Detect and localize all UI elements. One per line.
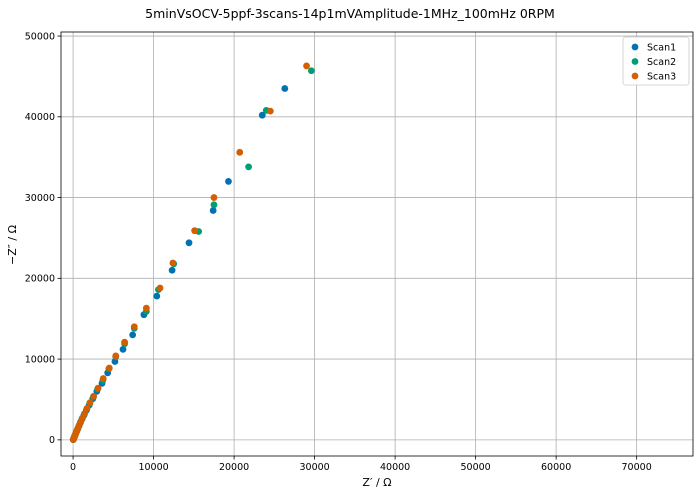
x-tick-label: 70000 <box>622 462 652 473</box>
plot-frame <box>60 31 694 457</box>
data-point <box>303 62 310 70</box>
axis-ticks: 0 10000 20000 30000 40000 50000 60000 70000 0 100… <box>25 31 652 473</box>
legend-box <box>622 36 690 86</box>
data-point <box>258 111 266 119</box>
data-point <box>185 239 193 247</box>
legend-label: Scan1 <box>647 42 676 53</box>
legend: Scan1 Scan2 Scan3 <box>622 36 690 86</box>
legend-label: Scan3 <box>647 71 676 82</box>
data-point <box>191 227 199 235</box>
y-tick-label: 10000 <box>25 354 55 365</box>
x-tick-label: 60000 <box>541 462 571 473</box>
data-point <box>169 259 177 267</box>
data-point <box>307 67 315 75</box>
grid <box>61 32 693 456</box>
y-tick-label: 40000 <box>25 112 55 123</box>
x-tick-label: 20000 <box>219 462 249 473</box>
x-axis-label: Z′ / Ω <box>362 476 391 489</box>
x-tick-label: 0 <box>70 462 76 473</box>
data-point <box>112 352 120 360</box>
data-points <box>69 62 315 444</box>
y-tick-label: 30000 <box>25 193 55 204</box>
data-point <box>225 178 232 185</box>
data-point <box>156 284 164 292</box>
series-scan1 <box>69 85 289 444</box>
data-point <box>245 163 252 171</box>
data-point <box>236 148 244 156</box>
data-point <box>90 392 98 400</box>
data-point <box>94 384 102 392</box>
data-point <box>210 201 218 209</box>
data-point <box>105 364 113 372</box>
y-tick-label: 20000 <box>25 274 55 285</box>
chart-title: 5minVsOCV-5ppf-3scans-14p1mVAmplitude-1M… <box>145 6 555 21</box>
y-tick-label: 0 <box>49 435 55 446</box>
data-point <box>99 375 107 382</box>
data-point <box>168 266 176 274</box>
data-point <box>130 323 138 331</box>
data-point <box>142 304 150 312</box>
data-point <box>119 345 127 353</box>
legend-marker <box>631 43 639 51</box>
y-tick-label: 50000 <box>25 31 55 42</box>
x-tick-label: 40000 <box>380 462 410 473</box>
data-point <box>153 292 161 300</box>
data-point <box>281 85 289 92</box>
series-scan2 <box>69 67 315 443</box>
y-axis-label: −Z″ / Ω <box>6 225 19 265</box>
data-point <box>69 436 77 443</box>
legend-marker <box>631 72 639 80</box>
data-point <box>121 338 129 346</box>
data-point <box>210 194 218 201</box>
x-tick-label: 30000 <box>299 462 329 473</box>
x-tick-label: 50000 <box>461 462 491 473</box>
legend-marker <box>631 58 639 65</box>
data-point <box>266 107 274 115</box>
data-point <box>129 331 137 339</box>
data-point <box>209 207 217 214</box>
data-point <box>83 404 91 412</box>
series-scan3 <box>69 62 310 443</box>
legend-label: Scan2 <box>647 57 676 68</box>
data-point <box>86 399 94 407</box>
x-tick-label: 10000 <box>138 462 168 473</box>
